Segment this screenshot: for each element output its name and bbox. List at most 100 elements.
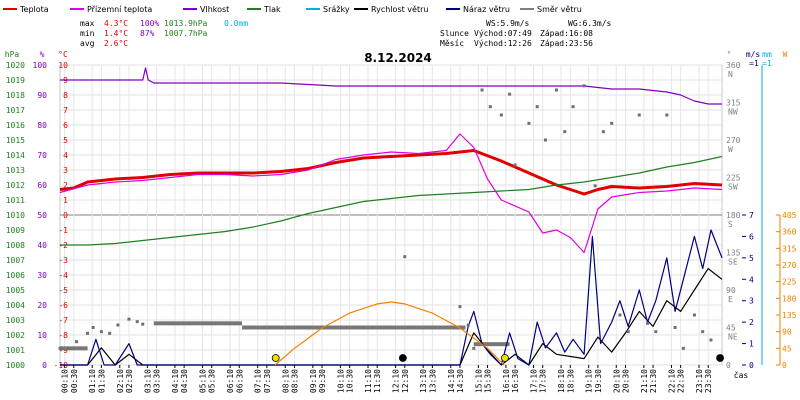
- hpa-tick-label: 1009: [6, 226, 25, 235]
- x-axis-label: čas: [734, 370, 749, 380]
- series-line: [60, 67, 722, 105]
- degc-tick-label: 2: [63, 181, 68, 190]
- wind-dir-point: [646, 321, 650, 325]
- pct-tick-label: 0: [42, 361, 47, 370]
- wind-dir-point: [499, 113, 503, 117]
- x-tick-label: 19:10: [585, 369, 594, 393]
- x-tick-label: 02:10: [116, 369, 125, 393]
- x-tick-label: 03:30: [153, 369, 162, 393]
- x-tick-label: 19:30: [594, 369, 603, 393]
- hpa-tick-label: 1008: [6, 241, 25, 250]
- x-tick-label: 14:30: [456, 369, 465, 393]
- wind-dir-point: [75, 340, 79, 344]
- x-tick-label: 13:10: [419, 369, 428, 393]
- wind-dir-point: [593, 184, 597, 188]
- x-tick-label: 18:30: [566, 369, 575, 393]
- dir-tick-label: 45: [726, 324, 736, 333]
- wind-dir-point: [86, 331, 90, 335]
- wind-dir-point: [681, 346, 685, 350]
- degc-tick-label: -9: [58, 346, 68, 355]
- wind-dir-point: [692, 313, 696, 317]
- hpa-unit: hPa: [5, 50, 20, 59]
- ms-tick-label: 3: [749, 297, 754, 306]
- w-tick-label: 0: [782, 361, 787, 370]
- dir-unit: °: [727, 50, 732, 59]
- wind-dir-point: [513, 163, 517, 167]
- legend-label: Náraz větru: [463, 5, 510, 14]
- x-tick-label: 08:10: [281, 369, 290, 393]
- x-tick-label: 22:30: [677, 369, 686, 393]
- x-tick-label: 09:10: [309, 369, 318, 393]
- x-tick-label: 06:30: [235, 369, 244, 393]
- dir-tick-label: 90: [726, 286, 736, 295]
- dir-compass-label: N: [728, 70, 733, 79]
- w-tick-label: 135: [782, 311, 797, 320]
- w-tick-label: 225: [782, 278, 797, 287]
- hpa-tick-label: 1017: [6, 106, 25, 115]
- degc-tick-label: 8: [63, 91, 68, 100]
- x-tick-label: 10:10: [336, 369, 345, 393]
- degc-tick-label: 7: [63, 106, 68, 115]
- series-line: [60, 268, 723, 366]
- wind-dir-point: [66, 346, 70, 350]
- dir-compass-label: NW: [728, 108, 738, 117]
- ms-tick-label: 2: [749, 318, 754, 327]
- stat-label: min: [80, 29, 95, 38]
- stat-label: avg: [80, 39, 95, 48]
- w-tick-label: 180: [782, 294, 797, 303]
- series-line: [59, 133, 723, 254]
- wind-dir-point: [458, 305, 462, 309]
- ms-top: =1: [749, 59, 759, 68]
- legend-label: Teplota: [19, 5, 49, 14]
- hpa-tick-label: 1015: [6, 136, 25, 145]
- x-tick-label: 13:30: [428, 369, 437, 393]
- pct-tick-label: 80: [37, 121, 47, 130]
- x-tick-label: 00:30: [70, 369, 79, 393]
- dir-compass-label: E: [728, 295, 733, 304]
- w-tick-label: 90: [782, 328, 792, 337]
- w-unit: W: [783, 50, 788, 59]
- w-tick-label: 270: [782, 261, 797, 270]
- series-line: [59, 149, 723, 196]
- event-marker: [398, 354, 407, 362]
- wind-dir-point: [91, 326, 95, 329]
- degc-tick-label: 0: [63, 211, 68, 220]
- hpa-tick-label: 1006: [6, 271, 25, 280]
- w-tick-label: 315: [782, 244, 797, 253]
- wind-dir-bar: [242, 325, 466, 330]
- ms-tick-label: 5: [749, 254, 754, 263]
- wind-dir-point: [488, 105, 492, 109]
- legend-label: Srážky: [323, 5, 350, 14]
- x-tick-label: 15:10: [474, 369, 483, 393]
- wind-dir-point: [543, 138, 547, 142]
- degc-tick-label: -7: [58, 316, 68, 325]
- w-tick-label: 45: [782, 344, 792, 353]
- dir-tick-label: 135: [726, 249, 741, 258]
- wind-dir-bar: [60, 346, 88, 351]
- event-marker: [271, 354, 280, 362]
- legend-label: Rychlost větru: [371, 5, 428, 14]
- stat-hum: 87%: [140, 29, 155, 38]
- x-tick-label: 02:30: [125, 369, 134, 393]
- wind-dir-point: [673, 326, 677, 329]
- dir-compass-label: SE: [728, 258, 738, 267]
- dir-tick-label: 225: [726, 174, 741, 183]
- w-tick-label: 360: [782, 228, 797, 237]
- hpa-tick-label: 1003: [6, 316, 25, 325]
- degc-tick-label: -5: [58, 286, 68, 295]
- wind-dir-point: [99, 330, 103, 334]
- legend-label: Tlak: [263, 5, 281, 14]
- degc-tick-label: -4: [58, 271, 68, 280]
- x-tick-label: 16:10: [502, 369, 511, 393]
- hpa-tick-label: 1001: [6, 346, 25, 355]
- hpa-tick-label: 1012: [6, 181, 25, 190]
- hpa-tick-label: 1011: [6, 196, 25, 205]
- x-tick-label: 23:10: [695, 369, 704, 393]
- dir-tick-label: 315: [726, 99, 741, 108]
- wind-dir-point: [618, 313, 622, 317]
- w-tick-label: 405: [782, 211, 797, 220]
- x-tick-label: 21:30: [649, 369, 658, 393]
- wind-dir-point: [626, 330, 630, 334]
- hpa-tick-label: 1004: [6, 301, 25, 310]
- degc-tick-label: -3: [58, 256, 68, 265]
